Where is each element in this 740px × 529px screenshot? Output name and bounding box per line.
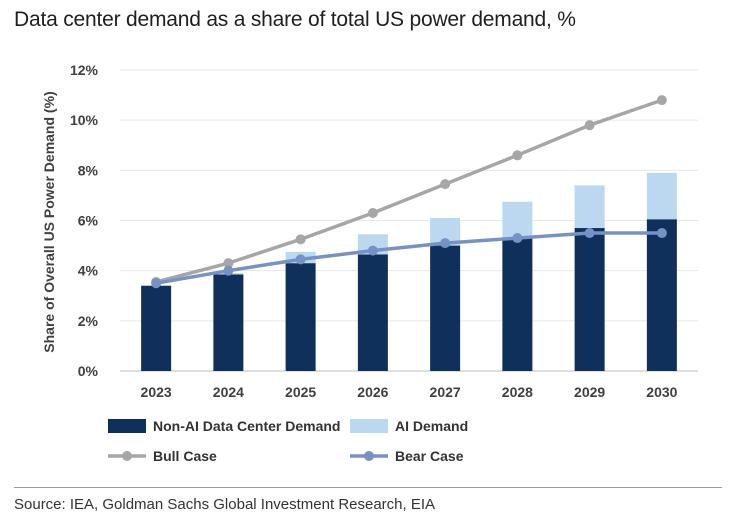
legend-label-bear-case: Bear Case (395, 448, 464, 464)
legend-label-non-ai-data-center-demand: Non-AI Data Center Demand (153, 418, 340, 434)
y-tick-label: 6% (78, 213, 99, 229)
bear-case-point (151, 278, 162, 289)
y-tick-label: 2% (78, 313, 99, 329)
legend-label-ai-demand: AI Demand (395, 418, 468, 434)
source-divider (14, 487, 722, 488)
x-tick-label: 2030 (646, 384, 677, 400)
bull-case-line (155, 98, 663, 284)
bar-non-ai (646, 219, 677, 371)
bar-non-ai (285, 263, 316, 371)
bar-non-ai (502, 238, 533, 371)
bear-case-point (512, 233, 523, 244)
chart: 0%2%4%6%8%10%12% 2023 2024 2025 2026 2027 202… (41, 62, 698, 464)
x-tick-label: 2023 (141, 384, 172, 400)
bar-ai (502, 201, 533, 239)
source-note: Source: IEA, Goldman Sachs Global Invest… (14, 496, 436, 513)
x-tick-label: 2025 (285, 384, 316, 400)
y-axis: 0% 2% 4% 6% 8% 10% 12% (70, 62, 99, 379)
bar-non-ai (430, 245, 461, 371)
x-tick-label: 2029 (574, 384, 605, 400)
x-tick-label: 2028 (502, 384, 533, 400)
y-tick-label: 4% (78, 263, 99, 279)
y-tick-label: 0% (78, 363, 99, 379)
bar-non-ai (357, 254, 388, 371)
y-axis-label: Share of Overall US Power Demand (%) (41, 91, 57, 352)
legend-marker-bear-case (364, 451, 374, 461)
bar-ai (574, 185, 605, 229)
bear-case-line (155, 231, 662, 285)
y-tick-label: 12% (70, 62, 99, 78)
legend: Non-AI Data Center Demand AI Demand Bull C… (108, 418, 468, 464)
bull-case-point (295, 234, 306, 245)
chart-title: Data center demand as a share of total U… (14, 8, 576, 31)
bull-case-point (584, 120, 595, 131)
bull-case-point (656, 95, 667, 106)
x-axis: 2023 2024 2025 2026 2027 2028 2029 2030 (141, 384, 678, 400)
x-tick-label: 2024 (213, 384, 244, 400)
bull-case-point (512, 150, 523, 161)
bull-case-point (440, 179, 451, 190)
legend-swatch-ai-demand (350, 419, 388, 433)
x-tick-label: 2026 (357, 384, 388, 400)
bear-case-point (223, 265, 234, 276)
legend-swatch-non-ai-data-center-demand (108, 419, 146, 433)
bear-case-point (584, 228, 595, 239)
bar-non-ai (574, 228, 605, 371)
legend-label-bull-case: Bull Case (153, 448, 217, 464)
bear-case-point (295, 254, 306, 265)
bear-case-point (656, 228, 667, 239)
bar-non-ai (213, 274, 244, 371)
legend-marker-bull-case (122, 451, 132, 461)
lines (151, 95, 667, 289)
bear-case-point (440, 238, 451, 249)
bull-case-point (223, 258, 234, 269)
bar-ai (646, 172, 677, 220)
gridlines (120, 69, 698, 372)
bear-case-point (367, 245, 378, 256)
x-tick-label: 2027 (430, 384, 461, 400)
bull-case-point (367, 207, 378, 218)
y-tick-label: 10% (70, 112, 99, 128)
bar-non-ai (141, 285, 172, 371)
y-tick-label: 8% (78, 162, 99, 178)
